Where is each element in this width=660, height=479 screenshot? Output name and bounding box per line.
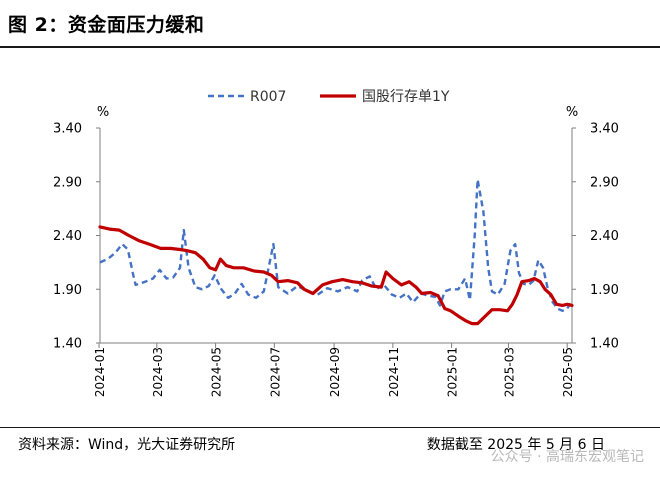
left-y-tick-label: 2.40 bbox=[53, 229, 82, 244]
x-tick-label: 2024-03 bbox=[151, 347, 165, 397]
x-tick-label: 2025-01 bbox=[446, 347, 460, 397]
chart-axes: % % 3.40 3.40 2.90 2.90 2.40 2.40 1.90 1.90 1.40 1.… bbox=[53, 105, 619, 397]
right-y-tick-label: 3.40 bbox=[590, 122, 619, 137]
title-rule bbox=[0, 46, 660, 48]
right-y-tick-label: 1.90 bbox=[590, 283, 619, 298]
x-tick-label: 2024-09 bbox=[328, 347, 342, 397]
x-tick-label: 2024-05 bbox=[210, 347, 224, 397]
data-source: 资料来源：Wind，光大证券研究所 bbox=[18, 437, 236, 453]
x-tick-label: 2024-01 bbox=[93, 347, 107, 397]
series-line-2 bbox=[98, 225, 574, 326]
left-y-tick-label: 3.40 bbox=[53, 122, 82, 137]
x-tick-label: 2025-03 bbox=[502, 347, 516, 397]
legend-label-1: R007 bbox=[250, 89, 286, 105]
left-y-tick-label: 2.90 bbox=[53, 175, 82, 190]
chart-legend: R007 国股行存单1Y bbox=[208, 89, 450, 105]
left-y-unit: % bbox=[97, 105, 109, 120]
left-y-tick-label: 1.40 bbox=[53, 337, 82, 352]
legend-label-2: 国股行存单1Y bbox=[362, 89, 450, 105]
x-tick-label: 2024-07 bbox=[268, 347, 282, 397]
right-y-tick-label: 1.40 bbox=[590, 337, 619, 352]
x-tick-label: 2024-11 bbox=[387, 347, 401, 397]
figure-title: 图 2：资金面压力缓和 bbox=[8, 14, 205, 36]
footer-rule bbox=[0, 427, 660, 428]
right-y-unit: % bbox=[566, 105, 578, 120]
right-y-tick-label: 2.40 bbox=[590, 229, 619, 244]
series-line-1 bbox=[99, 178, 574, 312]
x-tick-label: 2025-05 bbox=[561, 347, 575, 397]
chart-series bbox=[98, 178, 574, 326]
left-y-tick-label: 1.90 bbox=[53, 283, 82, 298]
right-y-tick-label: 2.90 bbox=[590, 175, 619, 190]
data-cutoff-date: 数据截至 2025 年 5 月 6 日 bbox=[426, 437, 605, 453]
watermark: 公众号 · 高瑞东宏观笔记 bbox=[490, 449, 644, 465]
